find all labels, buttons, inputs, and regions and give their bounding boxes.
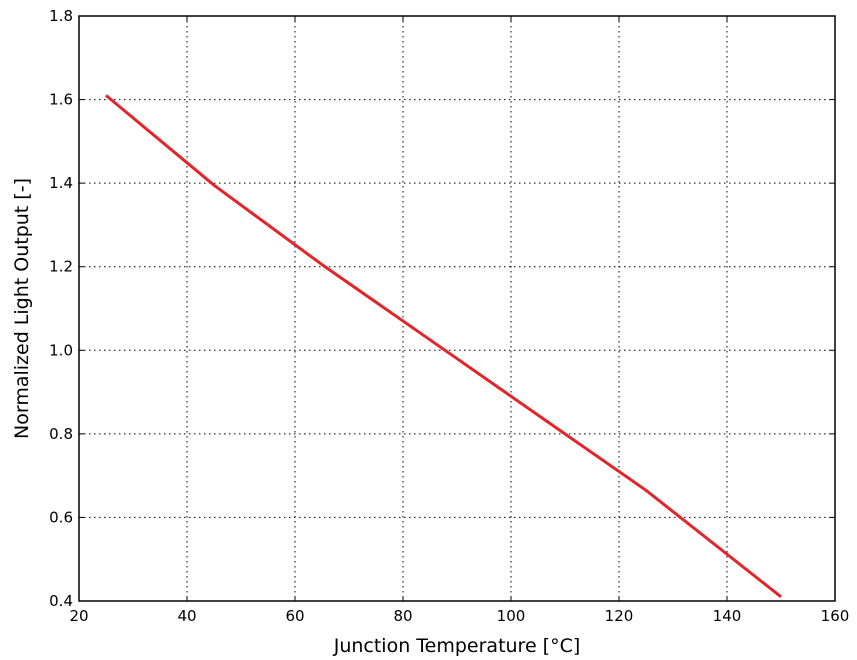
series-line: [105, 94, 782, 598]
y-tick-label: 1.0: [49, 341, 73, 359]
x-tick-label: 40: [177, 607, 196, 625]
y-tick-label: 1.2: [49, 258, 73, 276]
series-layer: [105, 94, 782, 598]
x-tick-label: 100: [497, 607, 526, 625]
y-tick-label: 0.6: [49, 508, 73, 526]
x-tick-label: 120: [605, 607, 634, 625]
plot-frame: [78, 15, 836, 602]
x-tick-label: 80: [393, 607, 412, 625]
y-tick-label: 1.6: [49, 91, 73, 109]
y-tick-label: 1.8: [49, 7, 73, 25]
grid-lines: [79, 16, 835, 601]
x-tick-label: 140: [713, 607, 742, 625]
axis-ticks: [78, 15, 836, 602]
x-tick-label: 160: [821, 607, 850, 625]
y-axis-label: Normalized Light Output [-]: [11, 178, 33, 439]
y-tick-label: 0.8: [49, 425, 73, 443]
y-tick-label: 0.4: [49, 592, 73, 610]
x-tick-label: 20: [69, 607, 88, 625]
x-tick-label: 60: [285, 607, 304, 625]
y-tick-label: 1.4: [49, 174, 73, 192]
x-axis-label: Junction Temperature [°C]: [333, 635, 581, 657]
tick-labels: 20 40 60 80 100 120 140 160 0.4 0.6 0.8 1.0 1.2 1.4 1.…: [49, 7, 849, 625]
